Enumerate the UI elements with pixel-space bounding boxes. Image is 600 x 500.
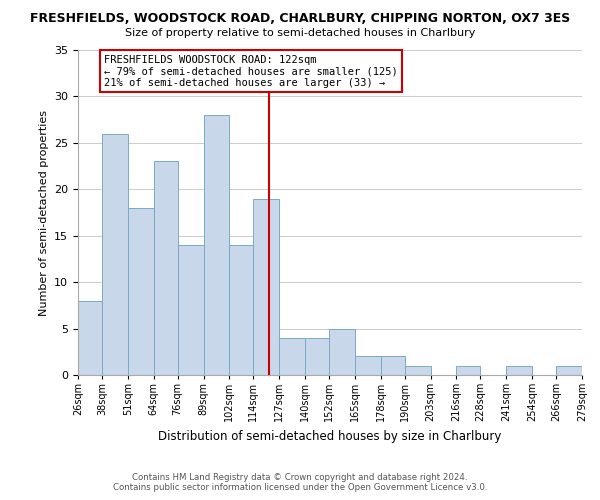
Text: FRESHFIELDS, WOODSTOCK ROAD, CHARLBURY, CHIPPING NORTON, OX7 3ES: FRESHFIELDS, WOODSTOCK ROAD, CHARLBURY, … bbox=[30, 12, 570, 26]
Bar bbox=[457, 366, 481, 375]
Bar bbox=[305, 338, 329, 375]
Text: Size of property relative to semi-detached houses in Charlbury: Size of property relative to semi-detach… bbox=[125, 28, 475, 38]
Text: FRESHFIELDS WOODSTOCK ROAD: 122sqm
← 79% of semi-detached houses are smaller (12: FRESHFIELDS WOODSTOCK ROAD: 122sqm ← 79%… bbox=[104, 54, 398, 88]
Bar bbox=[203, 115, 229, 375]
Bar bbox=[78, 300, 102, 375]
Bar bbox=[556, 366, 582, 375]
Bar bbox=[128, 208, 154, 375]
Bar bbox=[506, 366, 532, 375]
Bar bbox=[253, 198, 279, 375]
Bar bbox=[229, 245, 253, 375]
Bar bbox=[102, 134, 128, 375]
Bar bbox=[178, 245, 203, 375]
Bar bbox=[405, 366, 431, 375]
Y-axis label: Number of semi-detached properties: Number of semi-detached properties bbox=[38, 110, 49, 316]
Bar bbox=[279, 338, 305, 375]
X-axis label: Distribution of semi-detached houses by size in Charlbury: Distribution of semi-detached houses by … bbox=[158, 430, 502, 442]
Text: Contains HM Land Registry data © Crown copyright and database right 2024.
Contai: Contains HM Land Registry data © Crown c… bbox=[113, 473, 487, 492]
Bar bbox=[329, 328, 355, 375]
Bar bbox=[381, 356, 405, 375]
Bar bbox=[154, 162, 178, 375]
Bar bbox=[355, 356, 381, 375]
